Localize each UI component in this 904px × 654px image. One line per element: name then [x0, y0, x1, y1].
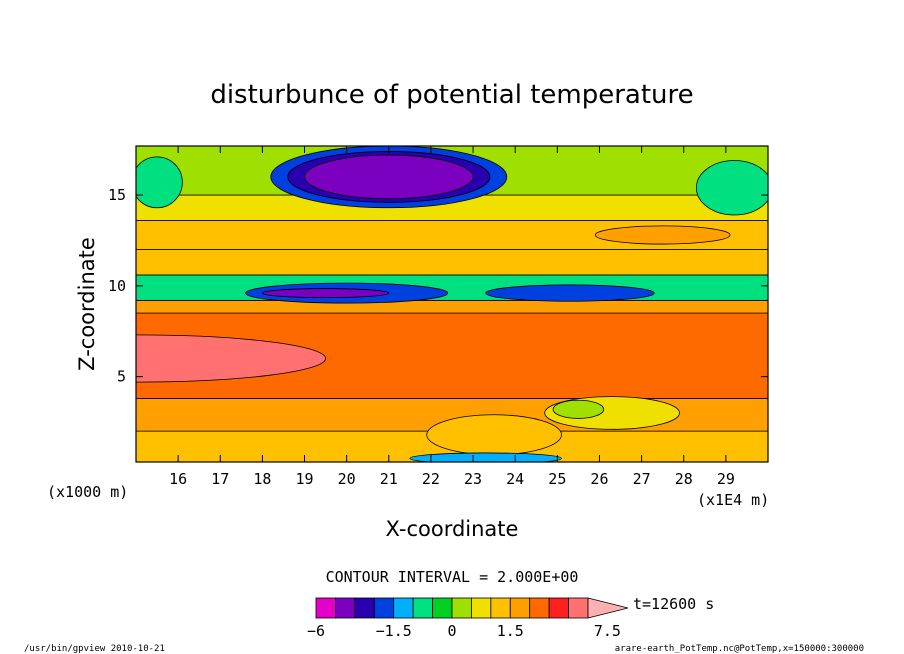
contour-band-5: [136, 249, 768, 276]
plot-frame: [135, 145, 769, 463]
x-tick-label-19: 19: [296, 470, 314, 488]
x-tick-label-16: 16: [169, 470, 187, 488]
contour-feature-12: [409, 452, 562, 462]
contour-feature-7: [261, 288, 390, 299]
colorbar-label-1_5: 1.5: [497, 622, 524, 640]
x-tick-label-26: 26: [590, 470, 608, 488]
y-tick-label-5: 5: [117, 368, 126, 386]
colorbar-swatch-2: [354, 597, 375, 619]
colorbar-swatch-3: [373, 597, 395, 619]
x-tick-label-24: 24: [506, 470, 524, 488]
y-tick-label-10: 10: [108, 277, 126, 295]
x-tick-label-17: 17: [211, 470, 229, 488]
contour-band-4: [136, 274, 768, 301]
plot-area: 16 17 18 19 20 21 22 23 24 25 26 27 28 29 5 10 15: [108, 145, 769, 488]
colorbar-swatch-9: [490, 597, 511, 619]
x-tick-label-27: 27: [633, 470, 651, 488]
colorbar: −6 −1.5 0 1.5 7.5: [307, 597, 629, 640]
colorbar-label-7_5: 7.5: [594, 622, 621, 640]
contour-feature-3: [136, 156, 183, 209]
colorbar-swatch-10: [509, 597, 531, 619]
contour-band-3: [136, 299, 768, 314]
x-tick-label-22: 22: [422, 470, 440, 488]
chart-title: disturbunce of potential temperature: [210, 80, 693, 110]
x-tick-label-18: 18: [253, 470, 271, 488]
footer-right: arare-earth_PotTemp.nc@PotTemp,x=150000:…: [615, 644, 864, 654]
contour-feature-4: [695, 160, 768, 216]
y-axis-ticks: 5 10 15: [108, 186, 768, 386]
colorbar-swatch-4: [393, 597, 414, 619]
time-label: t=12600 s: [633, 595, 714, 613]
colorbar-label-neg6: −6: [307, 622, 325, 640]
colorbar-label-0: 0: [447, 622, 456, 640]
y-axis-unit: (x1000 m): [47, 483, 128, 501]
x-axis-unit: (x1E4 m): [697, 491, 769, 509]
contour-fills: [136, 146, 768, 462]
contour-feature-6: [485, 284, 655, 302]
x-tick-label-28: 28: [675, 470, 693, 488]
x-axis-ticks: 16 17 18 19 20 21 22 23 24 25 26 27 28 29: [169, 146, 735, 488]
colorbar-swatch-12: [548, 597, 569, 619]
colorbar-extension-arrow: [587, 597, 629, 619]
colorbar-swatch-5: [412, 597, 433, 619]
contour-feature-11: [426, 414, 562, 456]
x-tick-label-25: 25: [548, 470, 566, 488]
x-axis-label: X-coordinate: [386, 517, 519, 541]
colorbar-swatch-7: [451, 597, 472, 619]
contour-feature-2: [304, 154, 474, 200]
x-tick-label-29: 29: [717, 470, 735, 488]
y-tick-label-15: 15: [108, 186, 126, 204]
contour-interval-label: CONTOUR INTERVAL = 2.000E+00: [326, 568, 579, 586]
x-tick-label-20: 20: [338, 470, 356, 488]
colorbar-swatch-8: [471, 597, 492, 619]
footer-left: /usr/bin/gpview 2010-10-21: [24, 644, 165, 654]
colorbar-swatch-6: [432, 597, 453, 619]
x-tick-label-23: 23: [464, 470, 482, 488]
y-axis-label: Z-coordinate: [75, 237, 99, 371]
x-tick-label-21: 21: [380, 470, 398, 488]
contour-feature-10: [552, 399, 605, 419]
colorbar-swatch-0: [315, 597, 336, 619]
contour-feature-8: [136, 334, 326, 383]
colorbar-label-neg1_5: −1.5: [376, 622, 412, 640]
colorbar-swatch-13: [568, 597, 589, 619]
contour-feature-13: [594, 225, 731, 245]
colorbar-swatch-1: [335, 597, 356, 619]
colorbar-swatch-11: [529, 597, 550, 619]
